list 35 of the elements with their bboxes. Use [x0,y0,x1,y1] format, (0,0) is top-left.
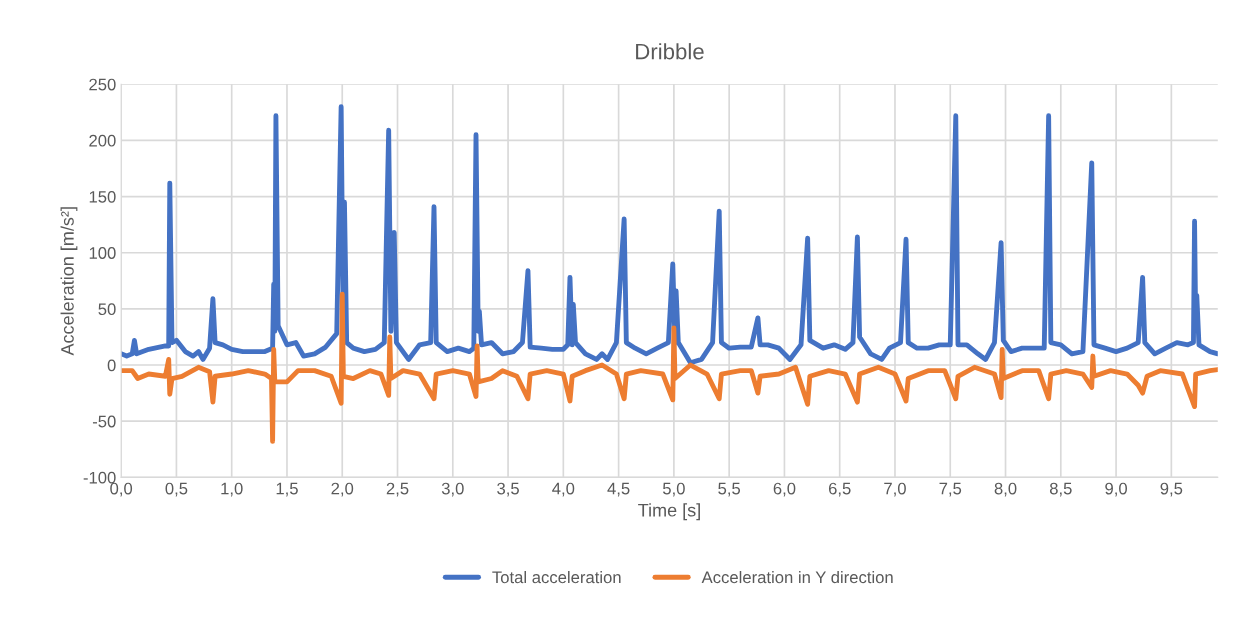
x-tick-label: 8,5 [1049,482,1072,497]
y-tick-label: -100 [83,471,116,484]
x-tick-label: 6,0 [773,482,796,497]
x-tick-label: 3,0 [441,482,464,497]
x-tick-label: 3,5 [497,482,519,497]
x-tick-label: 8,0 [994,482,1017,497]
y-tick-label: 150 [89,190,116,203]
y-tick-label: 100 [89,247,116,259]
x-tick-label: 0,5 [165,482,188,497]
x-tick-label: 5,5 [718,482,741,497]
x-tick-label: 4,5 [607,482,630,497]
x-tick-label: 7,0 [884,482,906,497]
x-tick-label: 0,0 [110,482,133,497]
x-tick-label: 9,0 [1105,482,1128,497]
chart-title: Dribble [636,43,704,60]
legend-label: Acceleration in Y direction [701,570,893,584]
x-tick-label: 9,5 [1160,482,1183,497]
x-tick-label: 7,5 [939,482,962,497]
x-tick-label: 2,0 [331,482,354,497]
line-series [121,104,1218,366]
y-tick-label: 200 [89,134,116,147]
y-tick-label: -50 [92,415,116,428]
x-tick-label: 5,0 [662,482,685,497]
line-series [121,291,1218,444]
y-tick-label: 250 [89,78,116,91]
x-tick-label: 1,5 [276,482,298,497]
x-tick-label: 6,5 [828,482,851,497]
y-tick-label: 50 [98,303,116,316]
x-tick-label: 1,0 [221,482,243,497]
y-tick-label: 0 [107,359,116,372]
legend-label: Total acceleration [492,570,621,584]
y-axis-title: Acceleration [m/s²] [60,207,78,356]
x-tick-label: 4,0 [552,482,575,497]
x-tick-label: 2,5 [386,482,409,497]
x-axis-title: Time [s] [638,503,700,521]
